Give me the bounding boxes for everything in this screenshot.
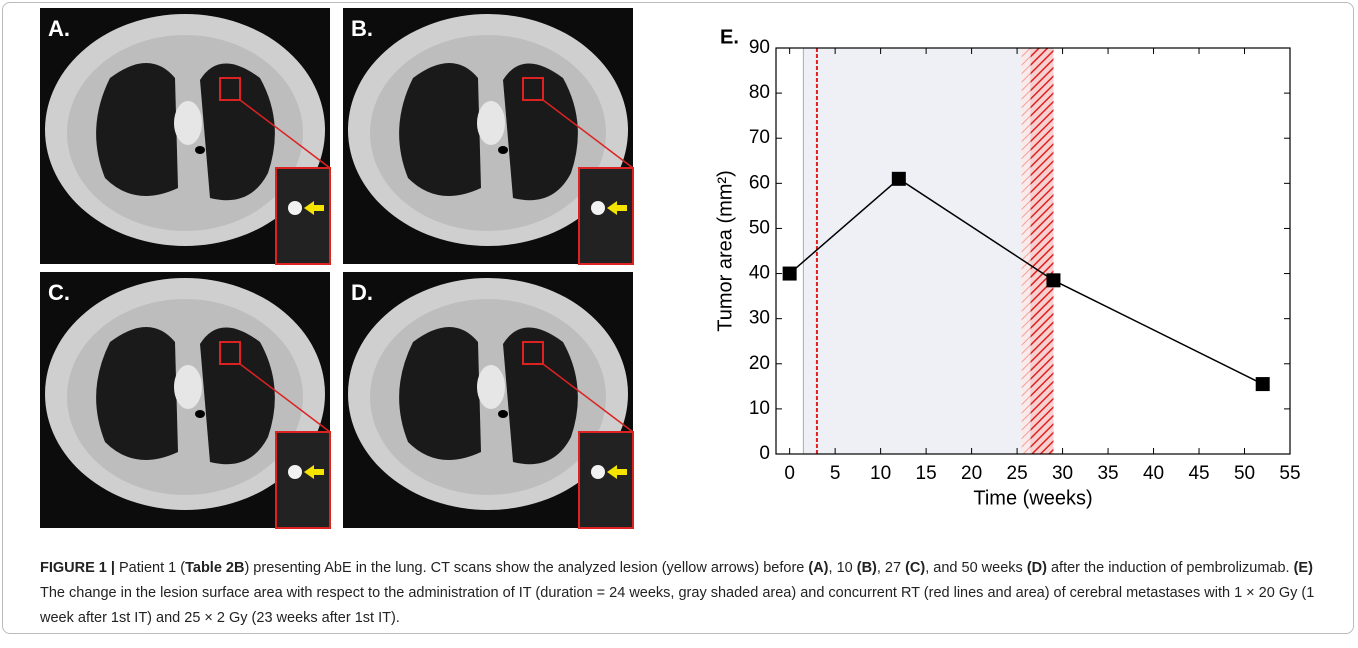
plot-frame [775,47,1291,455]
panel-label: E. [720,26,739,48]
figure: A. B. C. D. E. 0 10 20 30 40 50 60 70 80 90 0 5 10 15… [39,7,1301,529]
y-tick-label: 50 [749,217,770,238]
x-tick-label: 55 [1279,463,1300,484]
panel-label: A. [48,16,70,41]
shaded-band [1021,48,1031,454]
caption-run: after the induction of pembrolizumab. [1046,560,1294,576]
data-point [1255,377,1270,392]
caption-run: Patient 1 ( [119,560,186,576]
x-axis-label: Time (weeks) [973,487,1092,509]
shaded-band [1030,48,1054,454]
y-tick-label: 40 [749,263,770,284]
caption-run: (A) [808,560,829,576]
x-tick-label: 25 [1007,463,1028,484]
caption-run: (D) [1026,560,1047,576]
caption-run: The change in the lesion surface area wi… [40,585,1315,626]
x-tick-label: 50 [1234,463,1255,484]
panel-label: C. [48,280,70,305]
x-tick-label: 15 [916,463,937,484]
panel-label: D. [351,280,373,305]
x-tick-label: 40 [1143,463,1164,484]
y-tick-label: 60 [749,172,770,193]
data-line [789,177,1264,385]
caption-run: FIGURE 1 | [40,560,119,576]
chart: 0 10 20 30 40 50 60 70 80 90 0 5 10 15 20 25 30 35 40 45 50 5… [714,37,1300,509]
y-tick-label: 30 [749,308,770,329]
caption-run: (B) [856,560,877,576]
figure-frame [2,2,1354,634]
x-tick-label: 45 [1188,463,1209,484]
y-tick-label: 20 [749,353,770,374]
x-tick-label: 20 [961,463,982,484]
caption-run: ) presenting AbE in the lung. CT scans s… [244,560,809,576]
caption-run: , 10 [828,560,857,576]
x-tick-label: 35 [1097,463,1118,484]
x-tick-label: 10 [870,463,891,484]
y-tick-label: 70 [749,127,770,148]
y-tick-label: 10 [749,398,770,419]
data-point [891,171,906,186]
caption-run: , 27 [876,560,906,576]
caption-run: (E) [1293,560,1313,576]
caption-run: , and 50 weeks [925,560,1027,576]
caption: FIGURE 1 | Patient 1 (Table 2B) presenti… [40,556,1330,631]
ct-image [342,271,634,529]
data-point [1046,273,1061,288]
y-tick-label: 0 [759,443,770,464]
x-tick-label: 30 [1052,463,1073,484]
y-tick-label: 90 [749,37,770,58]
x-tick-label: 5 [830,463,841,484]
caption-run: Table 2B [185,560,245,576]
ct-image [39,271,331,529]
y-tick-label: 80 [749,82,770,103]
caption-run: (C) [905,560,926,576]
data-point [782,266,797,281]
ct-image [39,7,331,265]
shaded-band [802,47,1032,455]
x-tick-label: 0 [784,463,795,484]
ct-image [342,7,634,265]
y-axis-label: Tumor area (mm²) [714,170,736,331]
panel-label: B. [351,16,373,41]
